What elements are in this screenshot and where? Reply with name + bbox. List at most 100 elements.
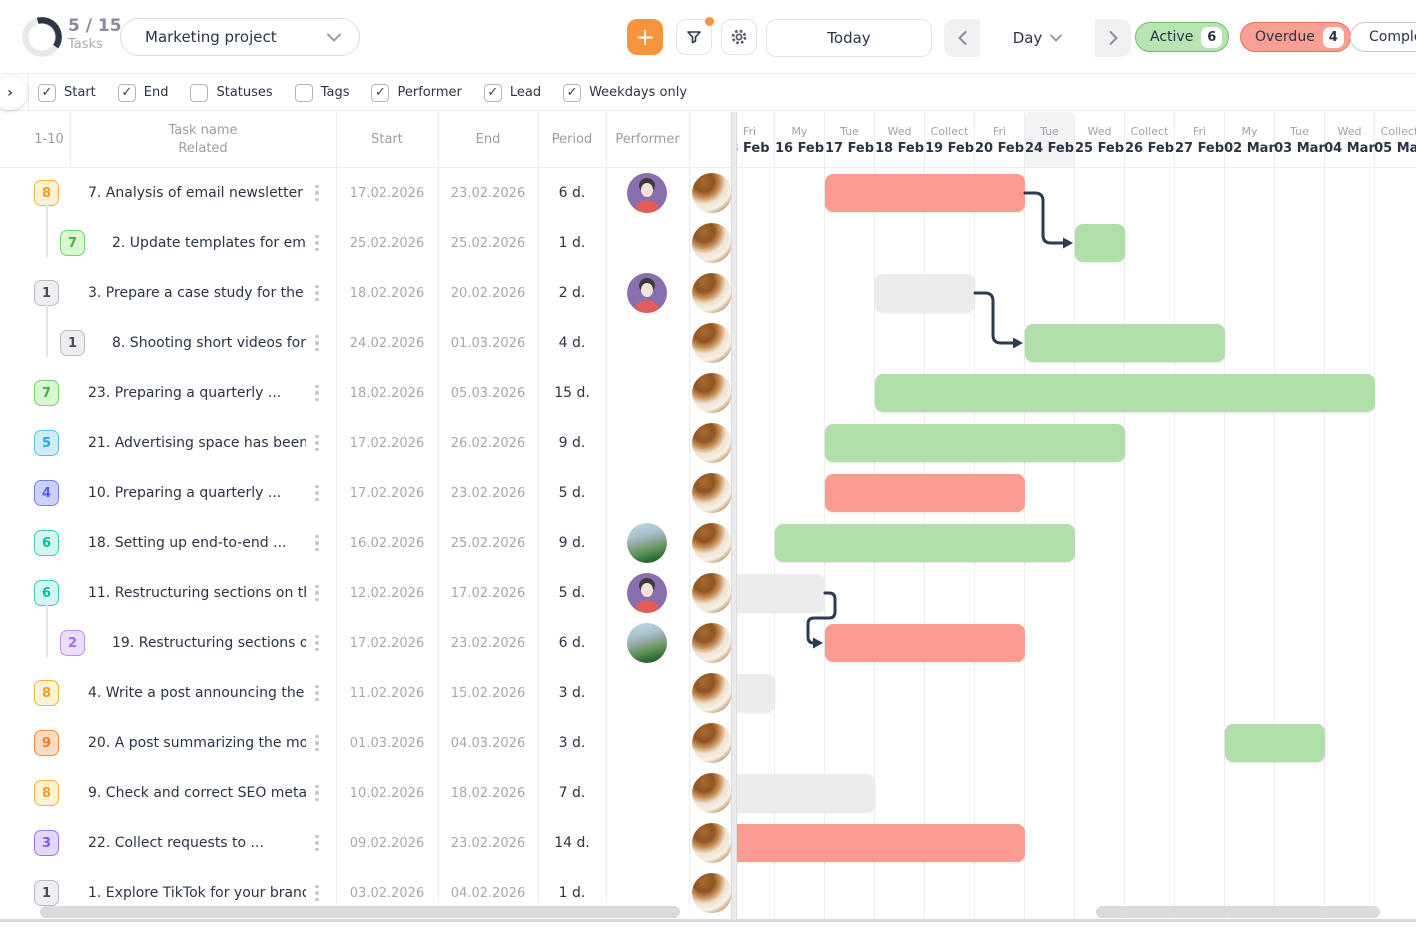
checkbox[interactable] [190,83,209,102]
task-row[interactable]: 7 23. Preparing a quarterly ... 18.02.20… [0,368,734,418]
task-menu-button[interactable] [310,681,324,705]
task-row[interactable]: 1 1. Explore TikTok for your brand 03.02… [0,868,734,918]
project-select[interactable]: Marketing project [120,18,360,56]
subtask-tree-line [46,605,48,657]
checkbox[interactable] [483,83,502,102]
task-row[interactable]: 6 18. Setting up end-to-end ... 16.02.20… [0,518,734,568]
table-horizontal-scrollbar[interactable] [40,906,680,918]
checkbox[interactable] [294,83,313,102]
prev-period-button[interactable] [944,19,980,57]
gantt-bar[interactable] [825,424,1125,462]
task-menu-button[interactable] [310,481,324,505]
today-button[interactable]: Today [766,19,932,57]
active-filter-pill[interactable]: Active 6 [1135,22,1230,52]
filter-label: Performer [397,85,462,100]
task-menu-button[interactable] [310,531,324,555]
checkbox[interactable] [371,83,390,102]
task-menu-button[interactable] [310,331,324,355]
task-menu-button[interactable] [310,581,324,605]
filter-checkbox-item[interactable]: Performer [371,83,462,102]
settings-button[interactable] [721,19,757,55]
gantt-bar[interactable] [734,674,775,712]
next-period-button[interactable] [1095,19,1131,57]
filter-label: Statuses [216,85,273,100]
header-lead[interactable]: L [689,112,734,168]
header-end[interactable]: End [475,132,501,148]
checkbox[interactable] [563,83,582,102]
task-row[interactable]: 3 22. Collect requests to ... 09.02.2026… [0,818,734,868]
task-menu-button[interactable] [310,431,324,455]
task-id-badge: 8 [34,780,59,806]
task-row[interactable]: 8 4. Write a post announcing the ... 11.… [0,668,734,718]
gantt-bar[interactable] [1225,724,1325,762]
header-performer[interactable]: Performer [615,132,680,148]
gantt-bar[interactable] [825,474,1025,512]
zoom-select-value: Day [1012,29,1043,47]
gantt-day-column-header: Tue 03 Mar [1274,112,1325,168]
filter-checkbox-item[interactable]: Start [38,83,96,102]
task-row[interactable]: 1 3. Prepare a case study for the ... 18… [0,268,734,318]
filter-button[interactable] [676,17,714,55]
tasks-count-value: 5 / 15 [68,16,122,36]
task-row[interactable]: 1 8. Shooting short videos for ... 24.02… [0,305,734,368]
task-row[interactable]: 7 2. Update templates for ema... 25.02.2… [0,205,734,268]
task-name: 19. Restructuring sections on ... [112,635,306,651]
gantt-bar[interactable] [825,174,1025,212]
filter-checkbox-item[interactable]: Weekdays only [563,83,687,102]
filter-checkbox-item[interactable]: Lead [483,83,541,102]
task-row[interactable]: 8 7. Analysis of email newsletter ... 17… [0,168,734,218]
gantt-bar[interactable] [734,574,825,612]
filter-checkbox-item[interactable]: End [117,83,168,102]
header-start[interactable]: Start [371,132,403,148]
task-menu-button[interactable] [310,731,324,755]
task-id-badge: 1 [34,880,59,906]
task-menu-button[interactable] [310,231,324,255]
header-period[interactable]: Period [551,132,593,148]
gantt-bar[interactable] [734,774,875,812]
checkbox[interactable] [38,83,56,102]
gantt-bar[interactable] [1075,224,1125,262]
gantt-bar[interactable] [734,824,1025,862]
task-menu-button[interactable] [310,831,324,855]
filter-checkbox-item[interactable]: Statuses [190,83,273,102]
task-row[interactable]: 5 21. Advertising space has been ... 17.… [0,418,734,468]
header-task-name[interactable]: Task name Related [70,112,336,168]
add-task-button[interactable]: + [627,19,663,55]
tasks-counter: 5 / 15 Tasks [68,16,122,54]
task-menu-button[interactable] [310,181,324,205]
zoom-select[interactable]: Day [980,19,1095,57]
gantt-bar[interactable] [775,524,1075,562]
task-menu-button[interactable] [310,381,324,405]
gantt-horizontal-scrollbar[interactable] [1096,906,1380,918]
panel-splitter[interactable] [731,112,737,920]
task-row[interactable]: 8 9. Check and correct SEO meta ... 10.0… [0,768,734,818]
gantt-bar[interactable] [875,374,1375,412]
task-row[interactable]: 2 19. Restructuring sections on ... 17.0… [0,605,734,668]
header-task-name-line1: Task name [168,123,238,139]
column-filter-bar: Start End Statuses Tags [0,75,1416,111]
task-row[interactable]: 6 11. Restructuring sections on the ... … [0,568,734,618]
gantt-bar[interactable] [875,274,975,312]
task-menu-button[interactable] [310,281,324,305]
chevron-down-icon [327,33,341,42]
task-period: 5 d. [558,485,586,501]
person-icon [634,278,660,313]
completed-filter-pill[interactable]: Comple [1350,22,1416,52]
task-period: 2 d. [558,285,586,301]
task-menu-button[interactable] [310,881,324,905]
task-row[interactable]: 9 20. A post summarizing the mont... 01.… [0,718,734,768]
task-period: 15 d. [554,385,590,401]
overdue-count-badge: 4 [1322,26,1344,48]
task-name: 4. Write a post announcing the ... [88,685,306,701]
overdue-filter-pill[interactable]: Overdue 4 [1240,22,1351,52]
task-menu-button[interactable] [310,781,324,805]
gantt-bar[interactable] [1025,324,1225,362]
checkbox[interactable] [117,83,136,102]
task-row[interactable]: 4 10. Preparing a quarterly ... 17.02.20… [0,468,734,518]
task-menu-button[interactable] [310,631,324,655]
filter-checkbox-item[interactable]: Tags [294,83,349,102]
gantt-day-column-header: Wed 04 Mar [1324,112,1375,168]
gantt-bar[interactable] [825,624,1025,662]
expand-panel-button[interactable]: › [0,76,27,110]
task-start-date: 01.03.2026 [349,735,425,751]
